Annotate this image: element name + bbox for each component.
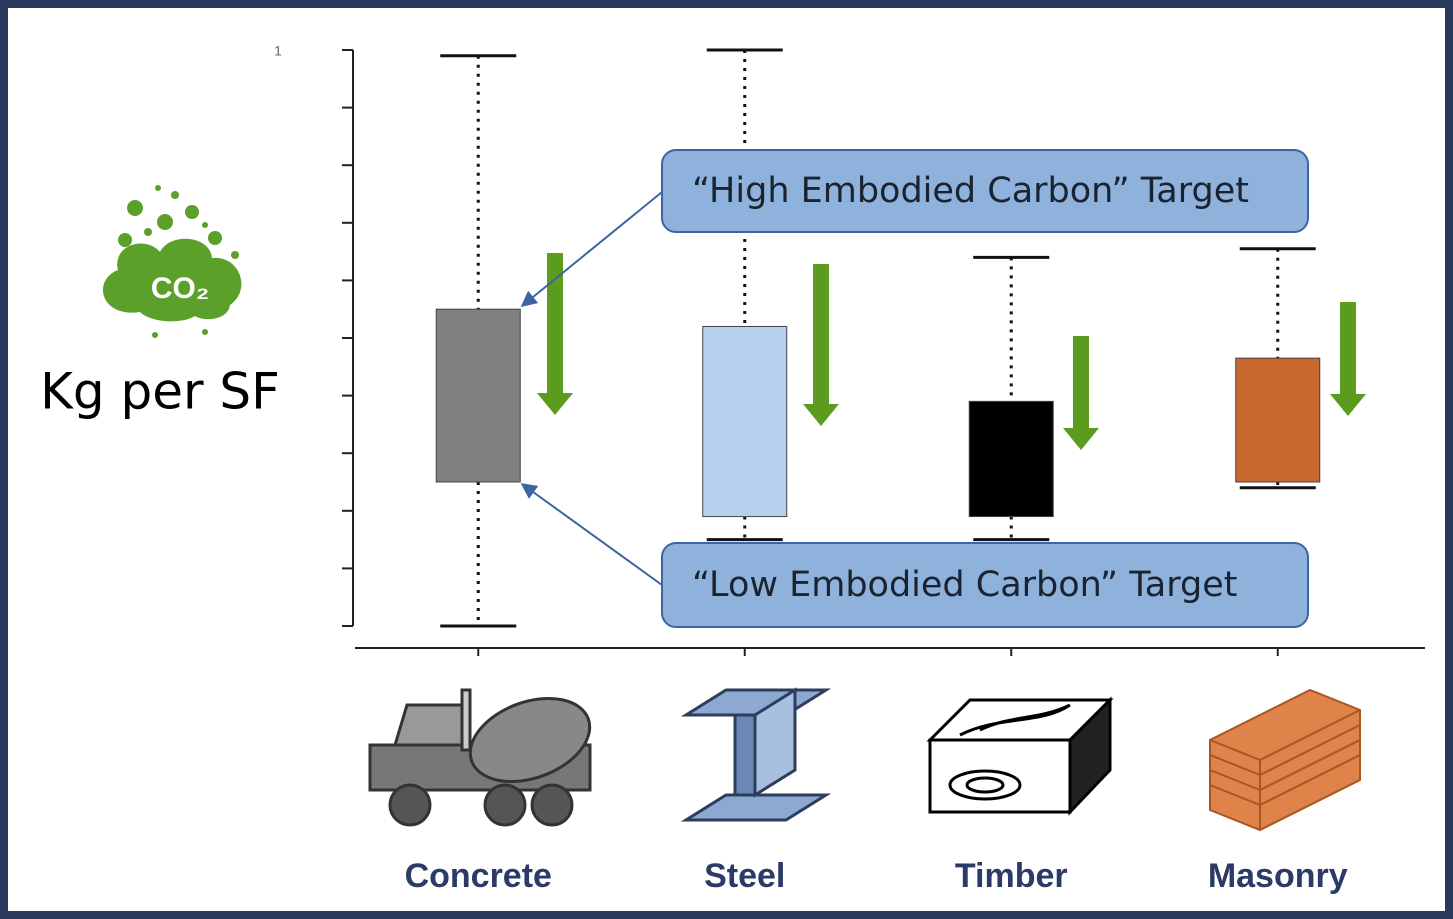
box xyxy=(702,325,788,518)
x-tick-label: Steel xyxy=(704,857,785,895)
callout-box xyxy=(661,149,1309,233)
callout-box xyxy=(661,542,1309,628)
icon-text: CO₂ xyxy=(151,272,209,305)
timber-icon xyxy=(926,696,1114,816)
x-tick-label: Masonry xyxy=(1208,857,1348,895)
plot-area xyxy=(342,48,1321,656)
box xyxy=(968,400,1054,518)
co2-icon xyxy=(102,185,242,345)
x-tick-label: Timber xyxy=(955,857,1068,895)
stray-label: 1 xyxy=(274,43,282,59)
callout-connector xyxy=(520,191,663,308)
y-axis-label: Kg per SF xyxy=(40,363,280,421)
callout-text: “High Embodied Carbon” Target xyxy=(692,171,1249,211)
masonry-icon xyxy=(1209,688,1361,832)
x-tick-label: Concrete xyxy=(405,857,552,895)
callout-text: “Low Embodied Carbon” Target xyxy=(692,565,1237,605)
box xyxy=(435,308,521,483)
reduction-arrows xyxy=(537,253,1366,450)
callout-connector xyxy=(520,483,663,586)
concrete-truck-icon xyxy=(368,688,592,827)
steel-beam-icon xyxy=(680,687,832,822)
box xyxy=(1235,357,1321,483)
